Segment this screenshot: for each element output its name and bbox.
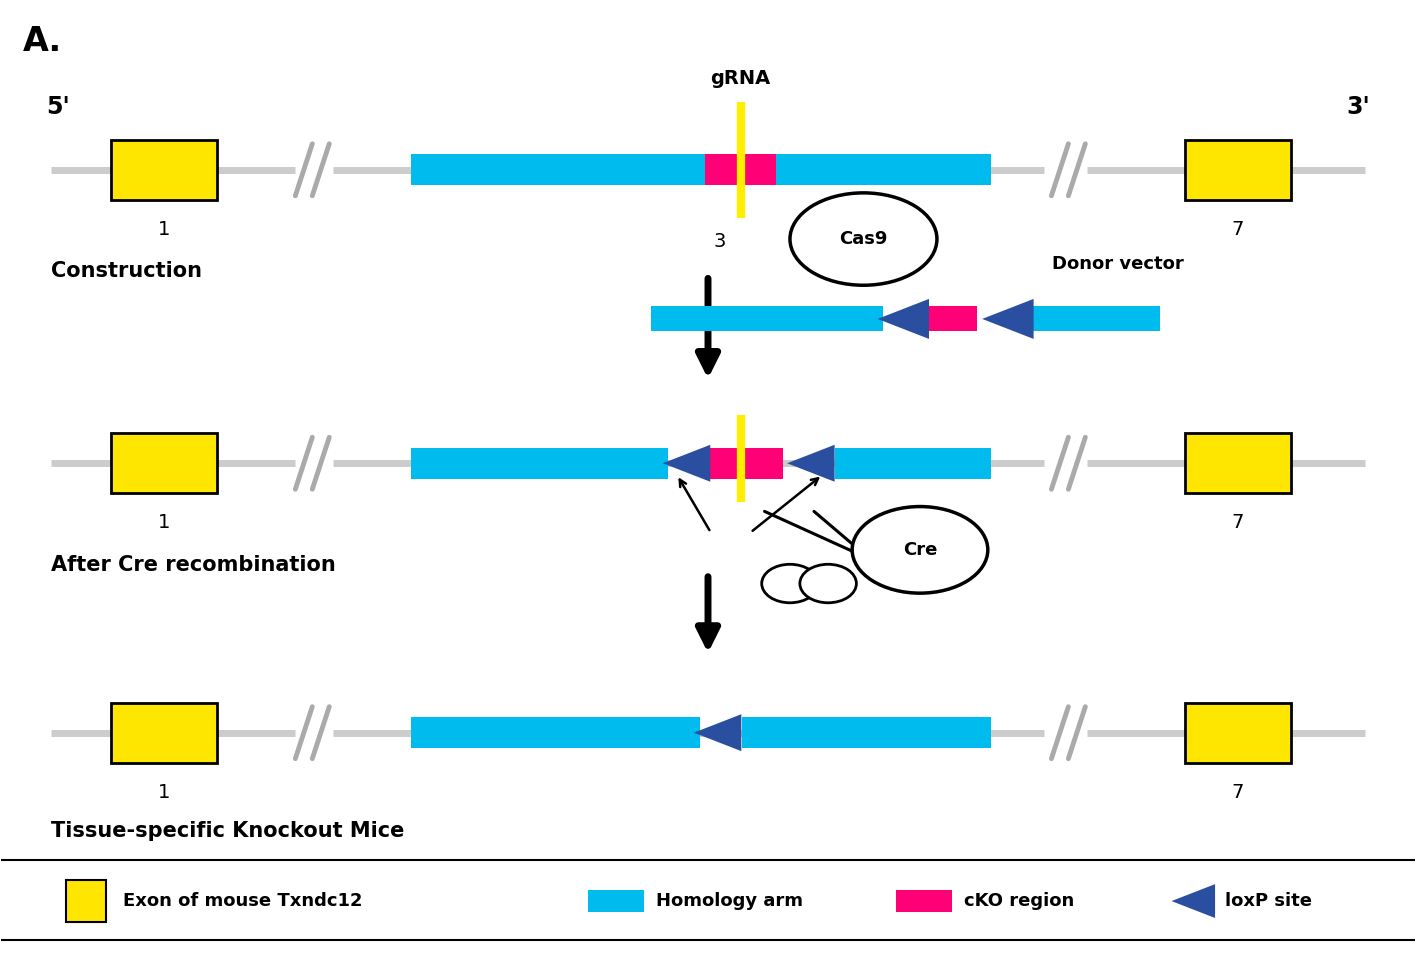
Text: Exon of mouse Txndc12: Exon of mouse Txndc12 — [123, 892, 362, 910]
Polygon shape — [694, 714, 742, 751]
Bar — [742, 717, 991, 748]
Circle shape — [762, 565, 818, 603]
Polygon shape — [787, 445, 834, 482]
Bar — [1034, 307, 1160, 331]
Text: A.: A. — [23, 25, 62, 59]
Ellipse shape — [852, 507, 988, 593]
Polygon shape — [663, 445, 711, 482]
Bar — [1185, 140, 1291, 200]
Text: 7: 7 — [1232, 513, 1245, 533]
Bar — [411, 717, 700, 748]
Bar — [896, 891, 953, 912]
Text: Cre: Cre — [903, 540, 937, 559]
Text: Homology arm: Homology arm — [656, 892, 803, 910]
Polygon shape — [878, 299, 929, 339]
Text: 1: 1 — [157, 513, 170, 533]
Ellipse shape — [790, 193, 937, 286]
Text: Tissue-specific Knockout Mice: Tissue-specific Knockout Mice — [51, 821, 404, 841]
Bar — [411, 448, 668, 479]
Bar — [835, 448, 991, 479]
Bar — [918, 307, 977, 331]
Bar — [411, 154, 991, 185]
Text: After Cre recombination: After Cre recombination — [51, 555, 336, 575]
Bar — [110, 703, 217, 762]
Bar — [651, 307, 884, 331]
Bar — [588, 891, 644, 912]
Text: 3': 3' — [1347, 96, 1369, 120]
Text: Donor vector: Donor vector — [1052, 255, 1184, 273]
Text: gRNA: gRNA — [711, 69, 770, 88]
Bar — [705, 448, 783, 479]
Circle shape — [800, 565, 857, 603]
Bar — [110, 433, 217, 493]
Text: 3: 3 — [714, 233, 726, 251]
Bar — [110, 140, 217, 200]
Bar — [67, 880, 106, 923]
Bar — [1185, 433, 1291, 493]
Bar — [1185, 703, 1291, 762]
Bar — [705, 154, 776, 185]
Text: 7: 7 — [1232, 220, 1245, 238]
Polygon shape — [1171, 884, 1215, 918]
Text: Construction: Construction — [51, 262, 202, 281]
Text: 1: 1 — [157, 783, 170, 802]
Text: loxP site: loxP site — [1225, 892, 1313, 910]
Polygon shape — [983, 299, 1034, 339]
Text: 5': 5' — [47, 96, 69, 120]
Text: 7: 7 — [1232, 783, 1245, 802]
Text: cKO region: cKO region — [964, 892, 1075, 910]
Text: Cas9: Cas9 — [840, 230, 888, 248]
Text: 1: 1 — [157, 220, 170, 238]
